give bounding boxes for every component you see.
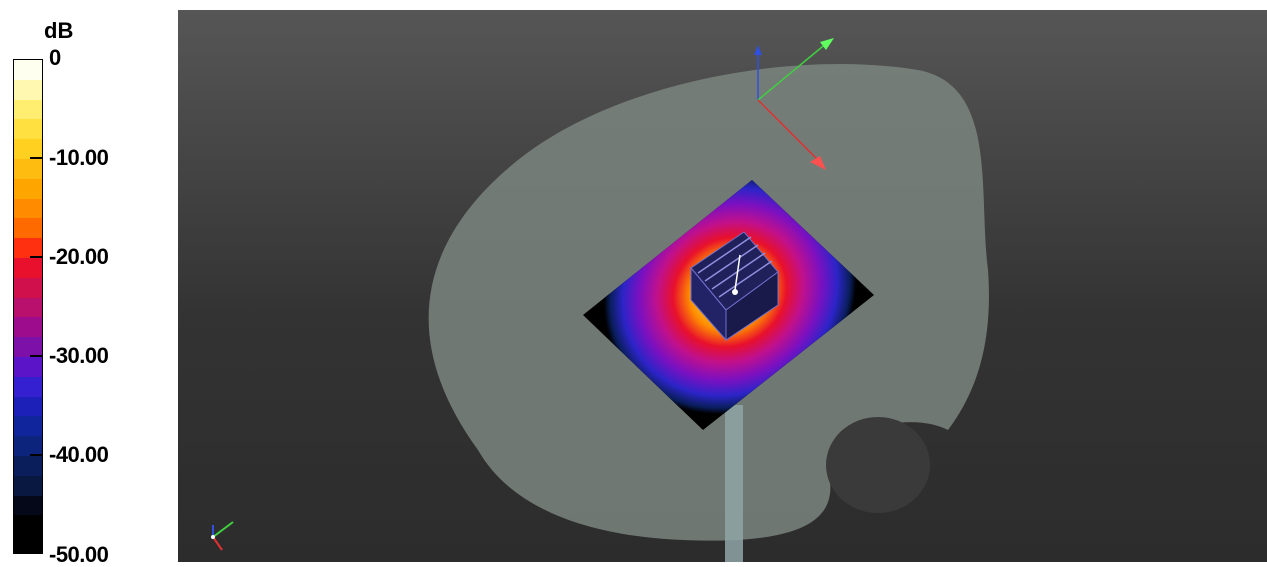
colorbar-band [14, 515, 42, 536]
colorbar-band [14, 297, 42, 318]
colorbar-legend: dB 0 -10.00 -20.00 -30.00 -40.00 -50.00 [0, 0, 176, 566]
colorbar-band [14, 99, 42, 120]
colorbar-band [14, 456, 42, 477]
colorbar-band [14, 376, 42, 398]
colorbar-tick-mark [30, 355, 42, 357]
colorbar-band [14, 119, 42, 140]
colorbar-band [14, 238, 42, 259]
head-cutout [826, 417, 930, 513]
3d-viewport[interactable] [178, 10, 1267, 562]
colorbar-band [14, 357, 42, 378]
colorbar-band [14, 436, 42, 457]
colorbar-band [14, 337, 42, 358]
orientation-triad [211, 521, 234, 551]
colorbar-band [14, 159, 42, 180]
colorbar-tick-label: -50.00 [49, 542, 109, 567]
colorbar-band [14, 178, 42, 200]
axes-triad [754, 38, 834, 170]
colorbar-scale [13, 59, 43, 554]
colorbar-tick-label: -10.00 [49, 145, 109, 170]
colorbar-band [14, 198, 42, 219]
colorbar-tick-label: -20.00 [49, 244, 109, 269]
viewport-scene [211, 38, 989, 562]
colorbar-tick-label: -40.00 [49, 442, 109, 467]
colorbar-band [14, 79, 42, 101]
colorbar-tick-mark [30, 256, 42, 258]
colorbar-band [14, 475, 42, 497]
colorbar-tick-label: 0 [49, 45, 61, 70]
colorbar-tick-mark [30, 454, 42, 456]
peak-grid [690, 231, 779, 342]
colorbar-unit-label: dB [44, 18, 74, 43]
stand-pole [725, 405, 743, 562]
colorbar-band [14, 218, 42, 239]
colorbar-band [14, 258, 42, 279]
colorbar-band [14, 495, 42, 516]
colorbar-band [14, 139, 42, 160]
colorbar-tick-label: -30.00 [49, 343, 109, 368]
colorbar-band [14, 317, 42, 338]
colorbar-band [14, 277, 42, 299]
colorbar-tick-mark [30, 157, 42, 159]
colorbar-band [14, 535, 42, 553]
colorbar-band [14, 416, 42, 437]
colorbar-band [14, 396, 42, 417]
colorbar-band [14, 60, 42, 81]
